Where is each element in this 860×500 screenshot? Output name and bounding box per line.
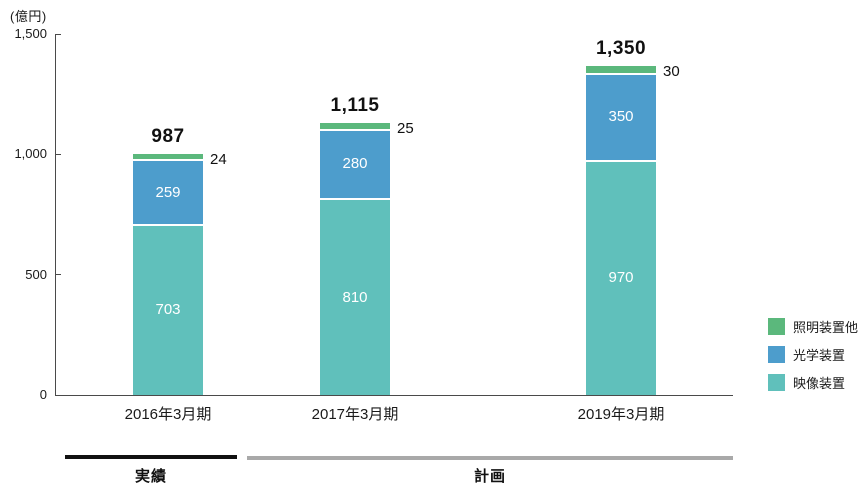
- y-axis-line: [55, 34, 56, 395]
- segment-value-label: 810: [342, 288, 368, 306]
- legend-item: 映像装置: [768, 374, 858, 391]
- x-axis-line: [55, 395, 733, 396]
- bar-segment-映像装置: 810: [320, 200, 390, 395]
- bar-segment-映像装置: 703: [133, 225, 203, 395]
- legend: 照明装置他 光学装置 映像装置: [768, 318, 858, 402]
- y-tick-label: 0: [39, 387, 47, 402]
- bar-segment-光学装置: 350: [586, 75, 656, 160]
- top-segment-side-label: 24: [210, 150, 227, 168]
- bar-total-label: 1,350: [595, 38, 647, 60]
- plan-period-underline: [247, 456, 733, 460]
- bar-segment-光学装置: 259: [133, 161, 203, 224]
- x-category-label: 2016年3月期: [124, 406, 212, 423]
- bar-total-label: 1,115: [330, 94, 380, 116]
- bar-segment-照明装置他: [586, 66, 656, 74]
- y-tick-mark: [55, 33, 61, 35]
- legend-item: 光学装置: [768, 346, 858, 363]
- y-tick-label: 500: [25, 266, 47, 282]
- bar-segment-照明装置他: [133, 153, 203, 160]
- plan-period-label: 計画: [473, 468, 506, 485]
- actual-period-label: 実績: [134, 468, 167, 485]
- segment-value-label: 259: [155, 183, 181, 201]
- top-segment-side-label: 30: [663, 63, 680, 81]
- segment-value-label: 970: [608, 269, 634, 287]
- bar-segment-照明装置他: [320, 122, 390, 129]
- bar-segment-映像装置: 970: [586, 161, 656, 395]
- segment-value-label: 703: [155, 301, 181, 319]
- y-axis-unit-label: (億円): [10, 9, 47, 24]
- segment-value-label: 350: [608, 108, 634, 126]
- bar-segment-光学装置: 280: [320, 130, 390, 199]
- y-tick-label: 1,000: [14, 146, 47, 162]
- legend-swatch-optical: [768, 346, 785, 363]
- x-category-label: 2017年3月期: [311, 406, 399, 423]
- y-tick-mark: [55, 274, 61, 276]
- top-segment-side-label: 25: [397, 119, 414, 137]
- actual-period-underline: [65, 455, 237, 459]
- bar-total-label: 987: [151, 125, 185, 147]
- legend-item: 照明装置他: [768, 318, 858, 335]
- legend-swatch-imaging: [768, 374, 785, 391]
- y-tick-label: 1,500: [14, 26, 47, 41]
- y-tick-mark: [55, 153, 61, 155]
- legend-swatch-lighting: [768, 318, 785, 335]
- segment-value-label: 280: [342, 155, 368, 173]
- legend-label: 光学装置: [793, 348, 846, 363]
- legend-label: 映像装置: [793, 376, 846, 391]
- legend-label: 照明装置他: [793, 320, 859, 335]
- x-category-label: 2019年3月期: [577, 406, 665, 423]
